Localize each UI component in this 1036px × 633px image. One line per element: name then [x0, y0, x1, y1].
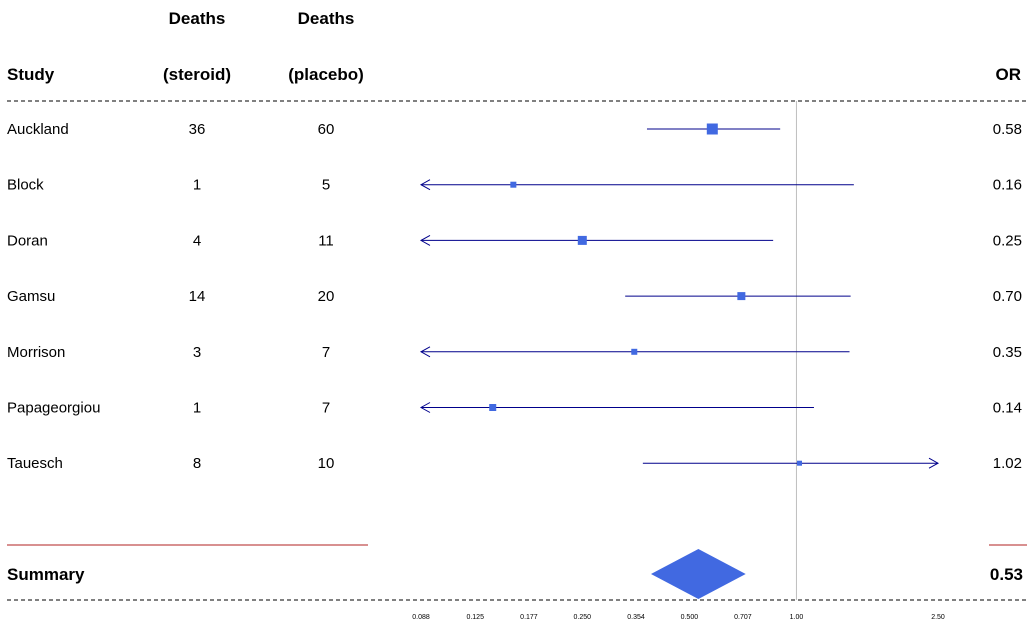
or-marker	[737, 292, 746, 301]
header-deaths-steroid-line1: Deaths	[169, 9, 226, 28]
or-marker	[510, 181, 517, 188]
x-tick-label: 0.707	[734, 614, 752, 621]
study-name: Doran	[7, 232, 48, 249]
header-deaths-placebo-line1: Deaths	[298, 9, 355, 28]
deaths-placebo: 7	[322, 400, 330, 417]
deaths-steroid: 3	[193, 344, 201, 361]
header-deaths-steroid-line2: (steroid)	[163, 65, 231, 84]
or-value: 0.70	[993, 288, 1022, 305]
deaths-steroid: 1	[193, 177, 201, 194]
deaths-steroid: 8	[193, 455, 201, 472]
header-deaths-placebo-line2: (placebo)	[288, 65, 364, 84]
or-value: 0.16	[993, 177, 1022, 194]
or-marker	[577, 235, 587, 245]
or-marker	[797, 460, 803, 466]
x-tick-label: 0.500	[681, 614, 699, 621]
header-or: OR	[996, 65, 1022, 84]
study-name: Gamsu	[7, 288, 55, 305]
study-name: Tauesch	[7, 455, 63, 472]
deaths-placebo: 20	[318, 288, 335, 305]
x-tick-label: 0.250	[574, 614, 592, 621]
study-name: Auckland	[7, 121, 69, 138]
ci-arrow-left	[419, 179, 431, 191]
study-name: Block	[7, 177, 44, 194]
x-tick-label: 2.50	[931, 614, 945, 621]
ci-arrow-left	[419, 346, 431, 358]
or-marker	[631, 348, 638, 355]
deaths-steroid: 14	[189, 288, 206, 305]
x-tick-label: 0.125	[466, 614, 484, 621]
or-value: 0.35	[993, 344, 1022, 361]
or-value: 0.58	[993, 121, 1022, 138]
ci-arrow-left	[419, 234, 431, 246]
x-tick-label: 0.088	[412, 614, 430, 621]
deaths-placebo: 10	[318, 455, 335, 472]
deaths-placebo: 5	[322, 177, 330, 194]
or-value: 0.25	[993, 232, 1022, 249]
summary-diamond	[650, 549, 746, 599]
ci-arrow-left	[419, 402, 431, 413]
deaths-placebo: 11	[318, 232, 334, 249]
deaths-steroid: 4	[193, 232, 201, 249]
summary-or-value: 0.53	[990, 565, 1023, 584]
or-marker	[489, 404, 497, 411]
or-marker	[706, 123, 718, 135]
x-tick-label: 0.354	[627, 614, 645, 621]
deaths-steroid: 36	[189, 121, 206, 138]
or-value: 1.02	[993, 455, 1022, 472]
summary-label: Summary	[7, 565, 85, 584]
deaths-placebo: 60	[318, 121, 335, 138]
study-name: Papageorgiou	[7, 400, 100, 417]
deaths-placebo: 7	[322, 344, 330, 361]
or-value: 0.14	[993, 400, 1022, 417]
deaths-steroid: 1	[193, 400, 201, 417]
study-name: Morrison	[7, 344, 65, 361]
x-tick-label: 0.177	[520, 614, 538, 621]
header-study: Study	[7, 65, 55, 84]
ci-arrow-right	[928, 457, 940, 469]
x-tick-label: 1.00	[790, 614, 804, 621]
